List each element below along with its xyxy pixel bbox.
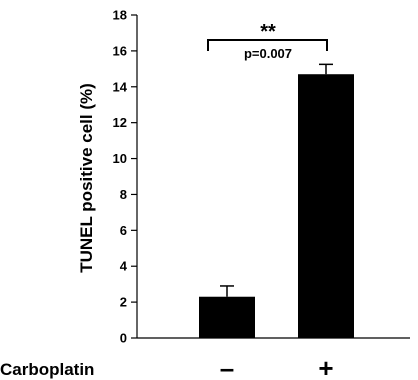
y-tick-label: 18 <box>113 8 127 23</box>
group-label: Carboplatin <box>0 360 94 379</box>
y-axis: 0 2 4 6 8 10 12 14 16 18 <box>113 8 138 346</box>
y-tick-label: 12 <box>113 115 127 130</box>
y-tick-label: 16 <box>113 43 127 58</box>
significance-bracket <box>207 39 328 51</box>
y-tick-label: 14 <box>113 79 128 94</box>
y-tick-label: 4 <box>120 259 128 274</box>
category-label: – <box>220 353 234 380</box>
p-value-label: p=0.007 <box>244 46 292 61</box>
significance-annotation: ** p=0.007 <box>207 21 328 61</box>
y-tick-label: 0 <box>120 331 127 346</box>
category-labels: – + <box>220 353 334 380</box>
bars <box>199 74 354 338</box>
y-tick-label: 8 <box>120 187 127 202</box>
y-tick-label: 6 <box>120 223 127 238</box>
y-tick-label: 2 <box>120 295 127 310</box>
category-label: + <box>318 353 333 380</box>
error-bars <box>220 63 333 297</box>
bar <box>199 296 255 338</box>
y-axis-title: TUNEL positive cell (%) <box>77 83 96 273</box>
bar <box>298 74 354 338</box>
significance-stars: ** <box>260 21 276 43</box>
y-tick-label: 10 <box>113 151 127 166</box>
